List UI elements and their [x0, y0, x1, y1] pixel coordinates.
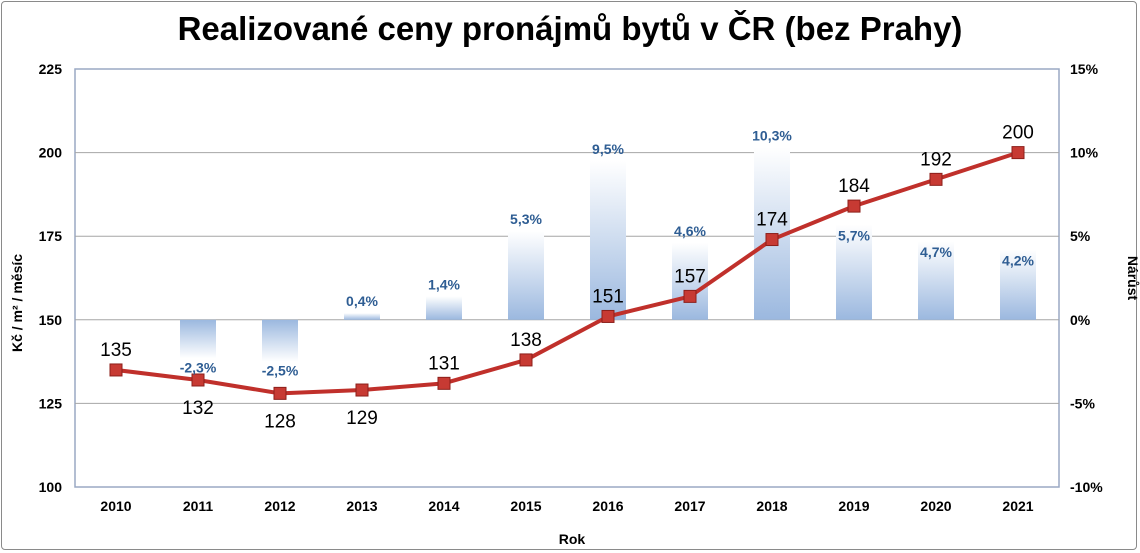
x-tick-label: 2011: [183, 498, 214, 514]
growth-bar: [590, 160, 626, 320]
growth-bar: [836, 224, 872, 320]
price-data-label: 200: [1002, 123, 1034, 144]
y-left-tick-label: 175: [39, 228, 63, 244]
growth-data-label: 10,3%: [752, 128, 792, 144]
y-left-tick-label: 200: [39, 145, 63, 161]
y-right-tick-label: 0%: [1070, 312, 1091, 328]
growth-data-label: 5,3%: [510, 211, 542, 227]
price-marker: [437, 376, 451, 390]
data-labels: 135 132 128 129 131 138 151 157 174 184 192 200 -2,3…: [100, 123, 1034, 433]
price-marker: [847, 199, 861, 213]
x-tick-label: 2012: [264, 498, 295, 514]
y-right-tick-label: -10%: [1070, 479, 1103, 495]
x-tick-label: 2018: [756, 498, 787, 514]
price-data-label: 131: [428, 353, 460, 374]
growth-data-label: 0,4%: [346, 293, 378, 309]
growth-data-label: -2,3%: [180, 359, 217, 375]
price-marker: [519, 353, 533, 367]
growth-bar: [508, 231, 544, 320]
growth-data-label: 4,7%: [920, 244, 952, 260]
price-marker: [683, 289, 697, 303]
price-line: [109, 146, 1025, 400]
price-marker: [109, 363, 123, 377]
price-marker: [765, 233, 779, 247]
growth-bars: [180, 147, 1036, 362]
y-left-tick-label: 225: [39, 61, 63, 77]
price-data-label: 151: [592, 286, 624, 307]
x-tick-label: 2010: [100, 498, 131, 514]
price-series-line: [115, 150, 1019, 396]
growth-bar: [262, 319, 298, 362]
price-data-label: 129: [346, 408, 378, 429]
price-marker: [355, 383, 369, 397]
x-tick-label: 2017: [674, 498, 705, 514]
y-axis-right-title: Nárůst: [1125, 256, 1140, 301]
price-marker: [601, 309, 615, 323]
chart-title: Realizované ceny pronájmů bytů v ČR (bez…: [177, 10, 963, 47]
y-left-tick-label: 150: [39, 312, 63, 328]
y-right-tick-label: 10%: [1070, 145, 1099, 161]
y-axis-left-title: Kč / m² / měsíc: [9, 254, 25, 352]
x-tick-label: 2015: [510, 498, 541, 514]
price-marker: [1011, 146, 1025, 160]
growth-bar: [180, 319, 216, 359]
price-data-label: 135: [100, 340, 132, 361]
gridlines: [75, 152, 1059, 404]
plot-area: [74, 68, 1060, 488]
y-right-tick-label: -5%: [1070, 395, 1095, 411]
growth-data-label: -2,5%: [262, 363, 299, 379]
price-marker: [273, 386, 287, 400]
y-left-tick-label: 100: [39, 479, 63, 495]
x-tick-label: 2021: [1002, 498, 1033, 514]
x-tick-label: 2016: [592, 498, 623, 514]
price-marker: [191, 373, 205, 387]
growth-bar: [672, 242, 708, 320]
axes: 100 -10% 125 -5% 150 0% 175 5% 200 10% 225 15% 2010 2…: [39, 61, 1104, 514]
growth-data-label: 1,4%: [428, 276, 460, 292]
growth-data-label: 4,2%: [1002, 253, 1034, 269]
x-tick-label: 2014: [428, 498, 459, 514]
growth-bar: [344, 313, 380, 320]
price-data-label: 138: [510, 330, 542, 351]
y-right-tick-label: 5%: [1070, 228, 1091, 244]
price-data-label: 174: [756, 210, 788, 231]
x-tick-label: 2013: [346, 498, 377, 514]
growth-data-label: 5,7%: [838, 227, 870, 243]
price-data-label: 132: [182, 398, 214, 419]
y-left-tick-label: 125: [39, 395, 63, 411]
growth-bar: [918, 241, 954, 320]
x-tick-label: 2019: [838, 498, 869, 514]
growth-bar: [426, 296, 462, 320]
growth-data-label: 4,6%: [674, 223, 706, 239]
growth-data-label: 9,5%: [592, 141, 624, 157]
price-marker: [929, 172, 943, 186]
y-right-tick-label: 15%: [1070, 61, 1099, 77]
x-tick-label: 2020: [920, 498, 951, 514]
x-axis-title: Rok: [559, 531, 586, 547]
price-data-label: 192: [920, 149, 952, 170]
price-data-label: 128: [264, 411, 296, 432]
price-data-label: 157: [674, 266, 706, 287]
growth-bar: [1000, 249, 1036, 320]
price-data-label: 184: [838, 176, 870, 197]
